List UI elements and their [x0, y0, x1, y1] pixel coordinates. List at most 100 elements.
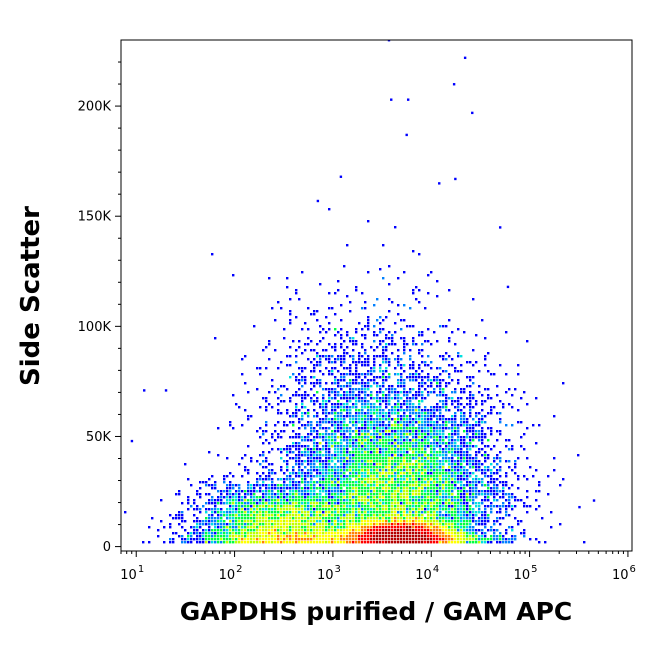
density-cell — [301, 493, 304, 496]
density-cell — [364, 448, 367, 451]
density-cell — [265, 397, 268, 400]
density-cell — [322, 403, 325, 406]
density-cell — [253, 499, 256, 502]
density-cell — [448, 460, 451, 463]
density-cell — [418, 403, 421, 406]
density-cell — [388, 484, 391, 487]
density-cell — [337, 460, 340, 463]
density-cell — [370, 385, 373, 388]
density-cell — [364, 475, 367, 478]
density-cell — [424, 451, 427, 454]
density-cell — [433, 424, 436, 427]
density-cell — [484, 490, 487, 493]
density-cell — [349, 541, 352, 544]
density-cell — [469, 529, 472, 532]
density-cell — [220, 517, 223, 520]
density-cell — [460, 424, 463, 427]
density-cell — [319, 541, 322, 544]
density-cell — [349, 463, 352, 466]
density-cell — [448, 535, 451, 538]
density-cell — [439, 496, 442, 499]
density-cell — [232, 532, 235, 535]
density-cell — [466, 541, 469, 544]
density-cell — [253, 520, 256, 523]
density-cell — [397, 442, 400, 445]
density-cell — [298, 493, 301, 496]
density-cell — [403, 475, 406, 478]
density-cell — [280, 526, 283, 529]
density-cell — [451, 400, 454, 403]
density-cell — [307, 502, 310, 505]
density-cell — [280, 457, 283, 460]
density-cell — [247, 526, 250, 529]
density-cell — [235, 502, 238, 505]
density-cell — [466, 502, 469, 505]
density-cell — [211, 499, 214, 502]
density-cell — [355, 328, 358, 331]
density-cell — [547, 475, 550, 478]
density-cell — [466, 427, 469, 430]
density-cell — [259, 529, 262, 532]
density-cell — [436, 382, 439, 385]
density-cell — [358, 463, 361, 466]
density-cell — [295, 436, 298, 439]
density-cell — [394, 460, 397, 463]
density-cell — [295, 445, 298, 448]
density-cell — [178, 523, 181, 526]
density-cell — [238, 406, 241, 409]
density-cell — [340, 358, 343, 361]
density-cell — [400, 469, 403, 472]
density-cell — [295, 292, 298, 295]
density-cell — [187, 502, 190, 505]
density-cell — [433, 523, 436, 526]
density-cell — [490, 490, 493, 493]
density-cell — [385, 430, 388, 433]
density-cell — [424, 433, 427, 436]
density-cell — [379, 481, 382, 484]
density-cell — [229, 529, 232, 532]
density-cell — [241, 523, 244, 526]
density-cell — [487, 520, 490, 523]
density-cell — [208, 502, 211, 505]
density-cell — [535, 508, 538, 511]
density-cell — [271, 487, 274, 490]
density-cell — [397, 508, 400, 511]
density-cell — [463, 424, 466, 427]
density-cell — [238, 538, 241, 541]
density-cell — [346, 475, 349, 478]
density-cell — [337, 514, 340, 517]
density-cell — [412, 325, 415, 328]
density-cell — [457, 436, 460, 439]
density-cell — [298, 538, 301, 541]
density-cell — [427, 274, 430, 277]
density-cell — [307, 460, 310, 463]
density-cell — [385, 355, 388, 358]
density-cell — [496, 430, 499, 433]
density-cell — [349, 484, 352, 487]
density-cell — [418, 412, 421, 415]
density-cell — [298, 409, 301, 412]
density-cell — [454, 496, 457, 499]
density-cell — [211, 484, 214, 487]
density-cell — [463, 496, 466, 499]
density-cell — [211, 532, 214, 535]
density-cell — [379, 385, 382, 388]
density-cell — [367, 514, 370, 517]
density-cell — [418, 391, 421, 394]
density-cell — [361, 532, 364, 535]
density-cell — [226, 541, 229, 544]
density-cell — [487, 388, 490, 391]
density-cell — [316, 541, 319, 544]
density-cell — [355, 472, 358, 475]
density-cell — [355, 379, 358, 382]
density-cell — [412, 373, 415, 376]
density-cell — [421, 538, 424, 541]
density-cell — [304, 481, 307, 484]
density-cell — [409, 391, 412, 394]
density-cell — [358, 322, 361, 325]
density-cell — [457, 460, 460, 463]
density-cell — [478, 418, 481, 421]
density-cell — [214, 502, 217, 505]
density-cell — [370, 391, 373, 394]
density-cell — [265, 430, 268, 433]
